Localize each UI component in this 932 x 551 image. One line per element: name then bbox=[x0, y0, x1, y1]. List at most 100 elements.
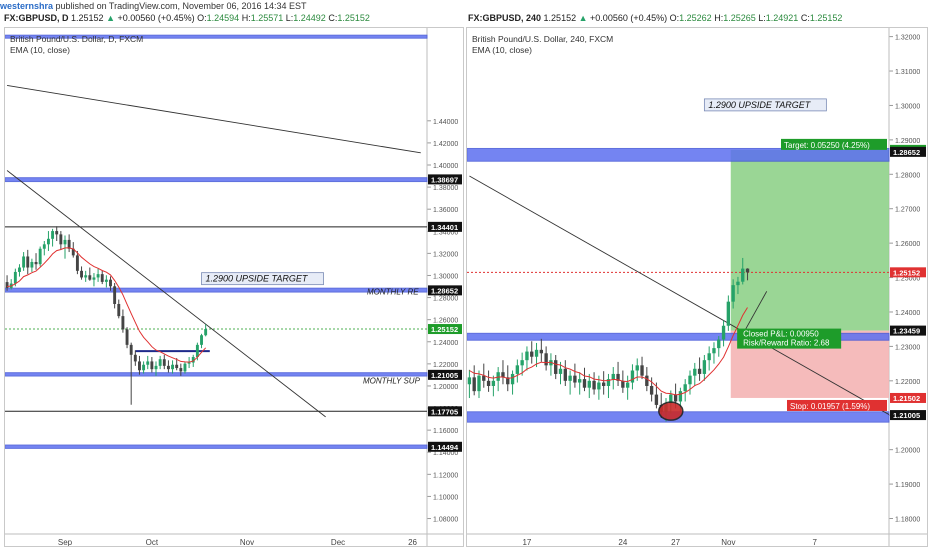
daily-y-tick-label: 1.42000 bbox=[433, 141, 458, 148]
h4-price-label: 1.28652 bbox=[893, 148, 920, 157]
daily-candle-body bbox=[162, 359, 166, 366]
h4-candle-body bbox=[630, 370, 635, 383]
daily-candle-body bbox=[18, 267, 21, 272]
daily-candle-body bbox=[150, 361, 154, 370]
h4-target-zone bbox=[730, 149, 889, 331]
h4-candle-body bbox=[702, 360, 707, 374]
h4-low: 1.24921 bbox=[765, 13, 799, 23]
h4-candle-body bbox=[741, 268, 745, 282]
h4-candle-body bbox=[693, 368, 697, 376]
daily-candle-body bbox=[183, 363, 187, 372]
daily-candle-body bbox=[84, 275, 88, 278]
daily-candle-body bbox=[204, 329, 208, 336]
h4-y-tick-label: 1.32000 bbox=[895, 35, 920, 42]
h4-candle-body bbox=[683, 384, 687, 392]
daily-indicator-label: EMA (10, close) bbox=[10, 45, 70, 55]
daily-y-tick-label: 1.16000 bbox=[433, 428, 458, 435]
daily-open: 1.24594 bbox=[206, 13, 240, 23]
daily-y-tick-label: 1.40000 bbox=[433, 163, 458, 170]
h4-y-tick-label: 1.31000 bbox=[895, 69, 920, 76]
daily-candle-body bbox=[100, 274, 104, 282]
daily-price-label: 1.28652 bbox=[431, 286, 458, 295]
daily-candle-body bbox=[34, 261, 38, 265]
h4-candle-body bbox=[592, 380, 596, 390]
h4-candle-body bbox=[616, 373, 620, 381]
daily-y-tick-label: 1.10000 bbox=[433, 494, 458, 501]
daily-candle-body bbox=[109, 279, 112, 287]
h4-candle-body bbox=[606, 379, 611, 386]
h4-candle-body bbox=[501, 372, 505, 378]
h4-candle-body bbox=[539, 349, 544, 354]
daily-price-label-box bbox=[428, 406, 462, 417]
daily-zone-band bbox=[4, 444, 428, 449]
daily-candle-body bbox=[63, 239, 67, 245]
h4-zone-band bbox=[466, 147, 890, 162]
h4-y-tick-label: 1.30000 bbox=[895, 103, 920, 110]
h4-chart-panel[interactable]: 1.180001.190001.200001.210001.220001.230… bbox=[466, 27, 928, 547]
daily-candle-body bbox=[158, 359, 162, 366]
daily-trendline bbox=[6, 85, 421, 154]
h4-price-label: 1.23459 bbox=[893, 327, 920, 336]
h4-rr-label: Risk/Reward Ratio: 2.68 bbox=[743, 339, 830, 348]
author-link[interactable]: westernshra bbox=[0, 1, 54, 11]
h4-candle-body bbox=[525, 351, 529, 361]
h4-c-label: C: bbox=[800, 13, 810, 23]
daily-candle-body bbox=[146, 361, 150, 365]
h4-candle-body bbox=[597, 382, 601, 390]
h4-chart-svg[interactable]: 1.180001.190001.200001.210001.220001.230… bbox=[466, 28, 927, 547]
daily-candle-body bbox=[175, 364, 179, 369]
h4-candle-body bbox=[678, 391, 683, 402]
h4-target-box bbox=[703, 98, 827, 112]
daily-price-label: 1.14494 bbox=[431, 443, 459, 452]
daily-candle-body bbox=[46, 238, 50, 245]
h4-price-label-box bbox=[890, 146, 926, 157]
daily-h-label: H: bbox=[241, 13, 251, 23]
h4-candle-body bbox=[635, 365, 639, 371]
daily-y-tick-label: 1.36000 bbox=[433, 207, 458, 214]
h4-candle-body bbox=[717, 339, 721, 349]
daily-l-label: L: bbox=[285, 13, 294, 23]
h4-candle-body bbox=[486, 380, 491, 386]
daily-up-arrow-icon: ▲ bbox=[106, 13, 116, 23]
daily-candle-body bbox=[13, 271, 17, 284]
h4-candle-body bbox=[520, 360, 524, 366]
h4-ema-line bbox=[469, 307, 748, 396]
h4-candle-body bbox=[482, 375, 486, 381]
daily-zone-band bbox=[4, 34, 428, 39]
h4-candle-body bbox=[558, 368, 563, 374]
daily-y-tick-label: 1.28000 bbox=[433, 296, 458, 303]
daily-price-label-box bbox=[428, 285, 462, 296]
daily-x-tick-label: Nov bbox=[240, 538, 254, 546]
daily-candle-body bbox=[22, 256, 26, 268]
daily-candle-body bbox=[51, 231, 55, 239]
h4-indicator-label: EMA (10, close) bbox=[472, 45, 532, 55]
daily-background bbox=[5, 28, 463, 546]
h4-target-label: Target: 0.05250 (4.25%) bbox=[784, 141, 870, 150]
h4-y-tick-label: 1.25000 bbox=[895, 276, 920, 283]
daily-target-text: 1.2900 UPSIDE TARGET bbox=[206, 274, 309, 284]
h4-y-tick-label: 1.18000 bbox=[895, 517, 920, 524]
daily-y-tick-label: 1.26000 bbox=[433, 318, 458, 325]
daily-y-tick-label: 1.24000 bbox=[433, 340, 458, 347]
h4-pnl-label: Closed P&L: 0.00950 bbox=[743, 330, 819, 339]
h4-y-tick-label: 1.28000 bbox=[895, 172, 920, 179]
h4-l-label: L: bbox=[758, 13, 766, 23]
daily-chart-svg[interactable]: 1.080001.100001.120001.140001.160001.180… bbox=[4, 28, 463, 547]
h4-x-tick-label: 24 bbox=[618, 538, 627, 546]
h4-candle-body bbox=[573, 375, 577, 383]
h4-candle-body bbox=[467, 377, 472, 385]
h4-chart-title: British Pound/U.S. Dollar, 240, FXCM bbox=[472, 34, 613, 44]
h4-candle-body bbox=[640, 365, 644, 376]
daily-candle-body bbox=[166, 365, 170, 370]
daily-chart-panel[interactable]: 1.080001.100001.120001.140001.160001.180… bbox=[4, 27, 464, 547]
daily-y-tick-label: 1.22000 bbox=[433, 362, 458, 369]
daily-candle-body bbox=[121, 316, 125, 330]
h4-candle-body bbox=[697, 368, 702, 374]
daily-x-tick-label: Sep bbox=[58, 538, 73, 546]
h4-y-tick-label: 1.20000 bbox=[895, 448, 920, 455]
h4-candle-body bbox=[611, 373, 615, 380]
daily-c-label: C: bbox=[328, 13, 338, 23]
daily-price-label-box bbox=[428, 221, 462, 232]
h4-y-tick-label: 1.22000 bbox=[895, 379, 920, 386]
daily-candle-body bbox=[38, 248, 42, 265]
